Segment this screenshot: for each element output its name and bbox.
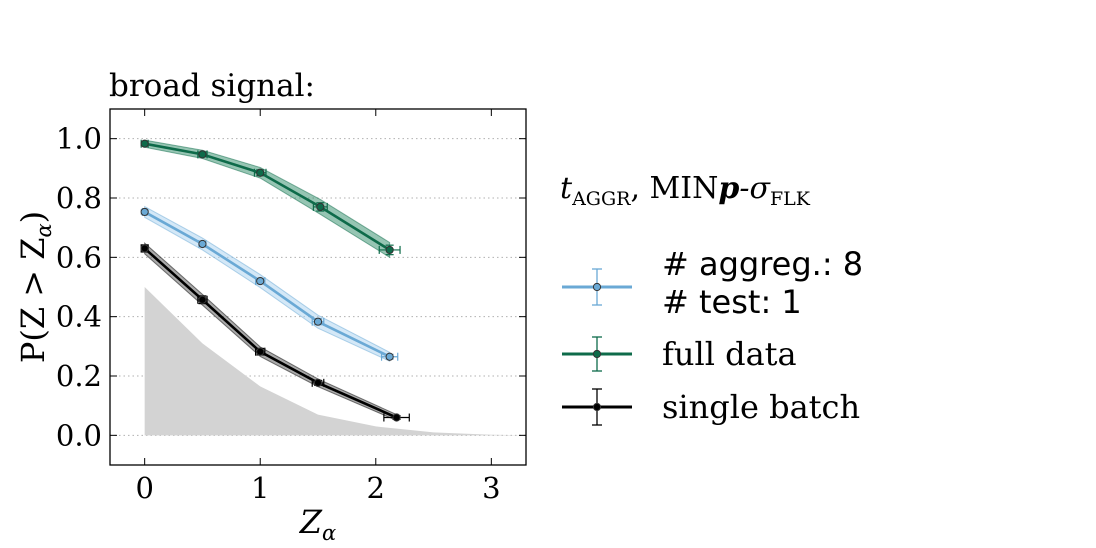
point-single-batch-3: [313, 378, 323, 387]
y-tick-label-4: 0.8: [56, 181, 102, 215]
legend-label-aggreg-2: # test: 1: [662, 283, 802, 321]
legend-label-aggreg-1: # aggreg.: 8: [662, 245, 863, 283]
band-full-data: [144, 139, 391, 259]
legend-entry-full-data: full data: [562, 335, 797, 373]
x-tick-label-1: 1: [251, 471, 269, 505]
point-aggreg-8-4: [385, 352, 394, 361]
point-full-data-3: [316, 202, 325, 211]
legend-label-single-batch: single batch: [662, 388, 860, 426]
y-tick-label-1: 0.2: [56, 359, 102, 393]
legend-title: tAGGR, MINp-σFLK: [560, 171, 811, 210]
series-layer: [140, 139, 410, 422]
point-aggreg-8-2: [256, 276, 265, 286]
y-axis-label: P(Z > Zα): [14, 211, 56, 363]
point-single-batch-4: [392, 413, 401, 422]
y-tick-label-5: 1.0: [56, 122, 102, 156]
legend-marker-full-data: [592, 349, 602, 359]
legend-entry-single-batch: single batch: [562, 388, 860, 426]
point-single-batch-2: [256, 347, 265, 356]
null-distribution-area: [144, 287, 526, 436]
plot-frame: [109, 108, 527, 466]
ticks: 0 1 2 3 0.0 0.2 0.4 0.6 0.8 1.0: [56, 109, 526, 505]
y-axis-label-main: P(Z > Z: [14, 238, 52, 364]
legend-title-bold: p: [718, 171, 739, 206]
x-axis-label: Zα: [299, 503, 336, 545]
legend-title-sep: , MIN: [630, 171, 718, 206]
point-full-data-1: [198, 150, 207, 159]
legend-marker-single-batch: [592, 402, 602, 412]
point-full-data-2: [256, 168, 265, 177]
y-tick-label-0: 0.0: [56, 418, 102, 452]
point-full-data-0: [140, 139, 149, 148]
x-axis-label-main: Z: [299, 503, 323, 541]
chart-title: broad signal:: [109, 68, 315, 104]
x-tick-label-3: 3: [482, 471, 500, 505]
legend-title-sub2: FLK: [770, 188, 811, 210]
legend-marker-aggreg: [592, 282, 602, 292]
y-axis-label-sub: α: [32, 223, 56, 237]
y-axis-label-end: ): [14, 211, 52, 223]
legend-title-sub: AGGR: [571, 188, 631, 210]
legend-title-main: t: [560, 171, 573, 206]
legend-title-dash: -σ: [739, 171, 771, 206]
y-tick-label-3: 0.6: [56, 240, 102, 274]
point-aggreg-8-0: [140, 207, 149, 217]
null-distribution-layer: [144, 287, 526, 436]
point-single-batch-1: [198, 295, 207, 304]
point-full-data-4: [385, 245, 394, 255]
x-tick-label-2: 2: [367, 471, 385, 505]
legend: tAGGR, MINp-σFLK # aggreg.: 8 # test: 1 …: [560, 171, 863, 426]
legend-label-full-data: full data: [662, 335, 797, 373]
point-aggreg-8-1: [198, 239, 207, 249]
x-tick-label-0: 0: [135, 471, 153, 505]
y-tick-label-2: 0.4: [56, 300, 102, 334]
point-aggreg-8-3: [313, 317, 323, 326]
point-single-batch-0: [140, 244, 149, 253]
x-axis-label-sub: α: [322, 521, 336, 545]
legend-entry-aggreg: # aggreg.: 8 # test: 1: [562, 245, 863, 321]
